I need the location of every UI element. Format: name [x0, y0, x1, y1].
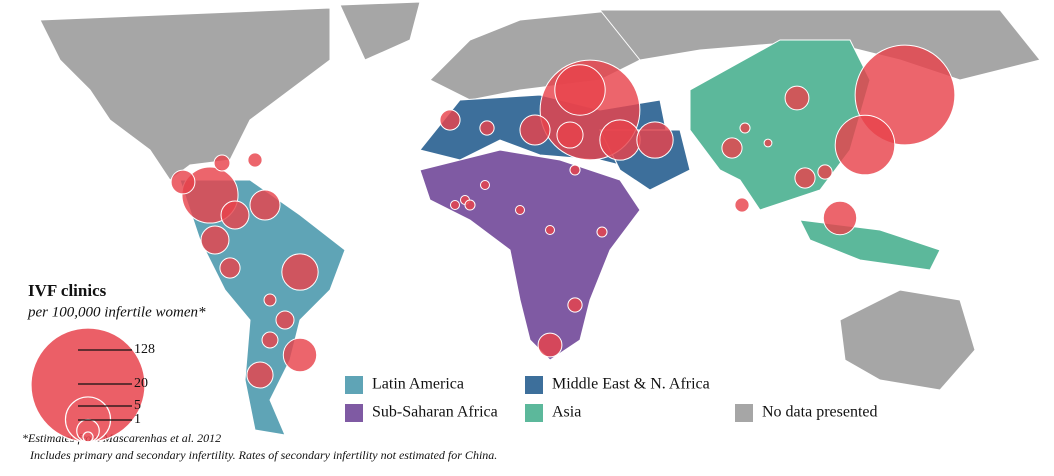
legend-swatch [735, 404, 753, 422]
size-legend-label: 20 [134, 376, 148, 391]
legend-subtitle: per 100,000 infertile women* [27, 304, 206, 320]
bubble [246, 361, 274, 389]
legend-swatch [525, 404, 543, 422]
bubble [554, 64, 606, 116]
size-legend-label: 128 [134, 342, 155, 357]
bubble [449, 199, 461, 211]
bubble [220, 200, 250, 230]
legend-label: Latin America [372, 376, 464, 393]
footnote: Includes primary and secondary infertili… [29, 448, 497, 462]
bubble [249, 189, 281, 221]
bubble [219, 257, 241, 279]
bubble [200, 225, 230, 255]
bubble [596, 226, 608, 238]
legend-title: IVF clinics [28, 281, 107, 300]
bubble [817, 164, 833, 180]
legend-label: Asia [552, 404, 581, 421]
bubble [721, 137, 743, 159]
size-legend-label: 1 [134, 412, 141, 427]
bubble [834, 114, 896, 176]
bubble [537, 332, 563, 358]
size-legend-circle [30, 327, 146, 443]
legend-swatch [345, 404, 363, 422]
bubble [734, 197, 750, 213]
bubble [567, 297, 583, 313]
bubble [636, 121, 674, 159]
bubble [739, 122, 751, 134]
bubble [763, 138, 773, 148]
legend-swatch [345, 376, 363, 394]
bubble [261, 331, 279, 349]
legend-label: Sub-Saharan Africa [372, 404, 498, 421]
legend-label: No data presented [762, 404, 878, 421]
bubble [263, 293, 277, 307]
bubble [822, 200, 858, 236]
bubble [544, 224, 556, 236]
bubble [794, 167, 816, 189]
bubble [479, 179, 491, 191]
bubble [556, 121, 584, 149]
bubble [464, 199, 476, 211]
bubble [275, 310, 295, 330]
bubble [514, 204, 526, 216]
size-legend-circle [82, 431, 94, 443]
footnote: *Estimates from Mascarenhas et al. 2012 [22, 431, 221, 445]
size-legend-label: 5 [134, 398, 141, 413]
bubble [569, 164, 581, 176]
legend-swatch [525, 376, 543, 394]
legend-label: Middle East & N. Africa [552, 376, 710, 393]
bubble [281, 253, 319, 291]
bubble [282, 337, 318, 373]
bubble [479, 120, 495, 136]
bubble [247, 152, 263, 168]
land [39, 1, 1041, 436]
bubble [784, 85, 810, 111]
bubble [439, 109, 461, 131]
bubble [170, 169, 196, 195]
bubble [519, 114, 551, 146]
bubble [599, 119, 641, 161]
bubble [213, 154, 231, 172]
